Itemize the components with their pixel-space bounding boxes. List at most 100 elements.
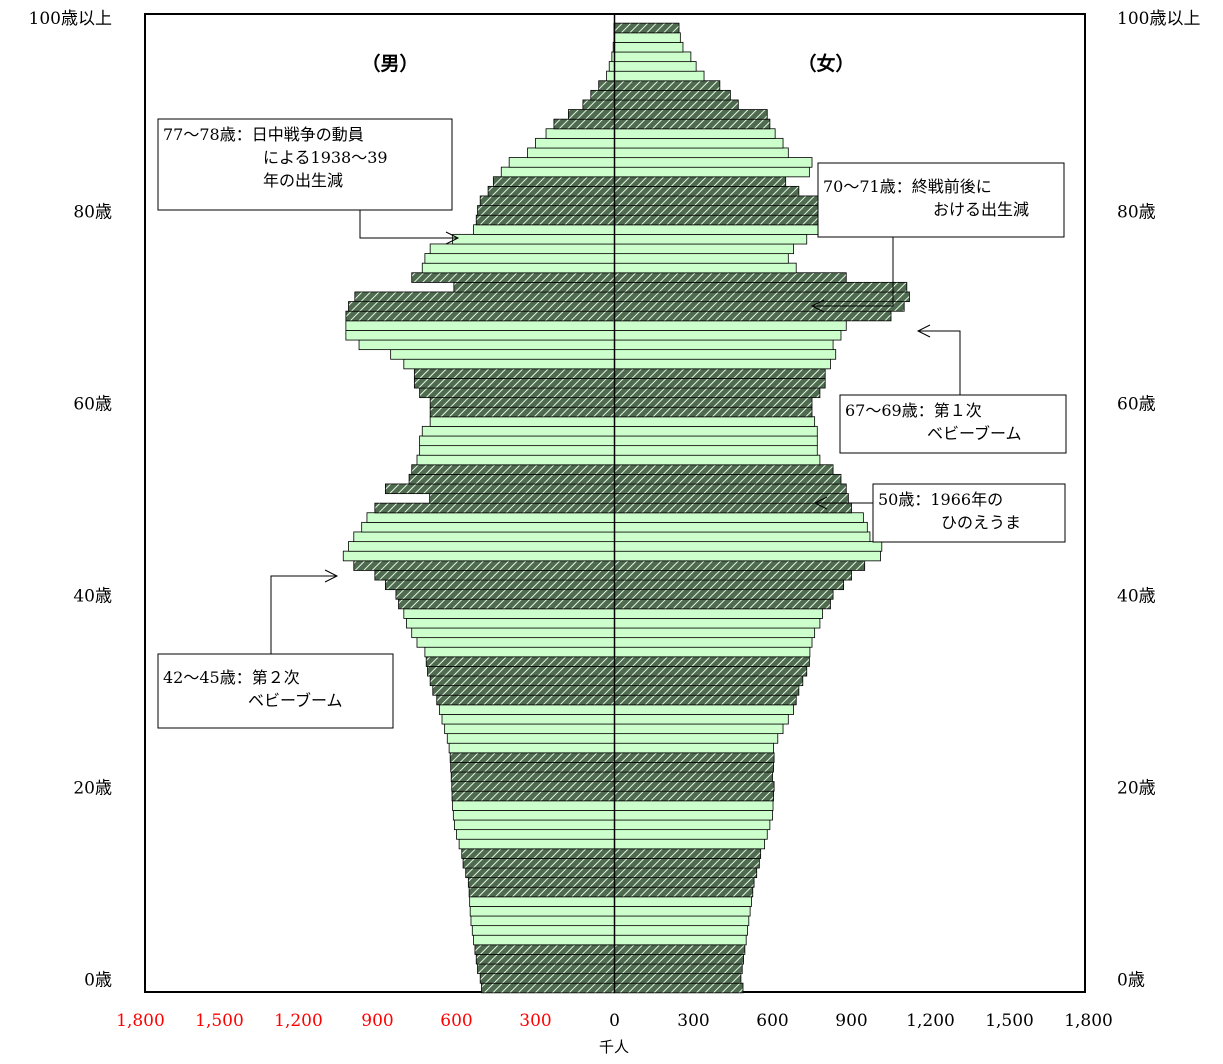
annotation-text-line: 77〜78歳：日中戦争の動員 [163,125,364,144]
male-bar-age-77 [429,243,615,255]
male-bar-age-11 [467,877,615,888]
annotation-leader-line [359,210,458,239]
male-bar-age-78 [452,233,615,245]
female-bar-age-13 [614,857,760,869]
male-bar-age-69 [345,320,615,331]
female-bar-age-95 [614,70,705,82]
male-bar-age-53 [408,473,615,485]
male-bar-age-7 [470,915,615,927]
annotation-box [872,483,1066,543]
male-bar-age-52 [384,483,615,495]
male-bar-age-92 [582,99,615,111]
female-bar-age-6 [614,925,748,936]
female-bar-age-67 [614,339,834,351]
annotation-text-line: による1938〜39 [263,148,388,167]
male-bar-age-64 [413,368,615,379]
male-bar-age-67 [358,339,615,351]
male-bar-age-56 [419,445,615,456]
annotation-text-line: ひのえうま [941,513,1021,532]
female-bar-age-82 [614,195,837,207]
male-bar-age-44 [353,560,615,571]
age-label-left: 20歳 [73,779,112,799]
x-tick-label: 1,500 [985,1011,1034,1031]
male-bar-age-87 [527,147,615,159]
female-bar-age-88 [614,137,784,149]
male-bar-age-32 [429,675,615,687]
x-axis-unit: 千人 [599,1038,629,1056]
female-bar-age-62 [614,387,821,399]
female-bar-age-18 [614,809,773,821]
x-tick-label: 1,200 [274,1011,323,1031]
female-bar-age-37 [614,627,816,639]
female-bar-age-42 [614,579,845,591]
female-bar-age-35 [614,646,811,658]
female-bar-age-54 [614,464,834,475]
female-bar-age-66 [614,349,837,360]
male-bar-age-24 [449,752,615,763]
annotation-arrowhead [445,231,460,245]
female-bar-age-50 [614,502,852,514]
male-bar-age-23 [450,761,615,773]
female-bar-age-84 [614,176,787,187]
female-bar-age-73 [614,281,908,293]
annotation-leader-line [270,575,337,654]
male-bar-age-20 [451,790,615,802]
male-bar-age-81 [477,205,615,216]
male-bar-age-94 [598,80,615,91]
male-bar-age-71 [348,301,615,312]
female-bar-age-76 [614,253,789,264]
female-bar-age-15 [614,838,766,850]
male-bar-age-25 [448,742,615,754]
female-bar-age-69 [614,320,847,331]
male-bar-age-57 [419,435,615,447]
male-bar-age-51 [429,493,615,504]
female-bar-age-25 [614,742,774,754]
female-bar-age-70 [614,310,892,322]
male-bar-age-85 [500,166,615,178]
male-bar-age-27 [444,723,615,735]
annotation-text-line: おける出生減 [933,200,1029,219]
female-bar-age-40 [614,598,831,610]
female-bar-age-91 [614,109,768,120]
annotation-box [157,118,453,211]
male-bar-age-91 [568,109,615,120]
male-bar-age-1 [479,973,615,984]
male-bar-age-59 [429,416,615,427]
age-label-right: 60歳 [1117,395,1156,415]
female-bar-age-51 [614,493,849,504]
male-bar-age-28 [441,713,615,725]
male-bar-age-72 [354,291,615,303]
age-label-left: 0歳 [84,971,112,991]
x-tick-label: 900 [361,1011,393,1031]
male-bar-age-6 [471,925,615,936]
female-bar-age-20 [614,790,774,802]
male-bar-age-22 [450,771,615,783]
x-tick-label: 0 [609,1011,620,1031]
male-bar-age-86 [508,157,615,168]
x-tick-label: 300 [677,1011,709,1031]
age-tick-labels: 0歳 0歳 20歳 20歳 40歳 40歳 60歳 60歳 80歳 80歳 100歳以上 100歳以上 [29,9,1201,991]
female-bar-age-86 [614,157,813,168]
male-bar-age-29 [438,704,615,715]
female-bar-age-92 [614,99,739,111]
male-bar-age-79 [473,224,615,235]
male-bar-age-63 [413,377,615,389]
female-bar-age-43 [614,569,852,581]
annotation-leader-line [918,330,961,395]
male-bar-age-84 [492,176,615,187]
female-bar-age-89 [614,128,776,139]
female-bar-age-75 [614,262,797,274]
male-bar-age-46 [348,541,615,552]
female-bar-age-81 [614,205,843,216]
male-bar-age-15 [458,838,615,850]
male-bar-age-62 [419,387,615,399]
age-label-left: 80歳 [73,203,112,223]
female-bar-age-74 [614,272,847,283]
age-label-right: 80歳 [1117,203,1156,223]
age-label-right: 20歳 [1117,779,1156,799]
male-bar-age-14 [461,848,615,859]
male-bar-age-74 [411,272,615,283]
annotation-text-line: ベビーブーム [927,424,1022,443]
male-bar-age-43 [374,569,615,581]
